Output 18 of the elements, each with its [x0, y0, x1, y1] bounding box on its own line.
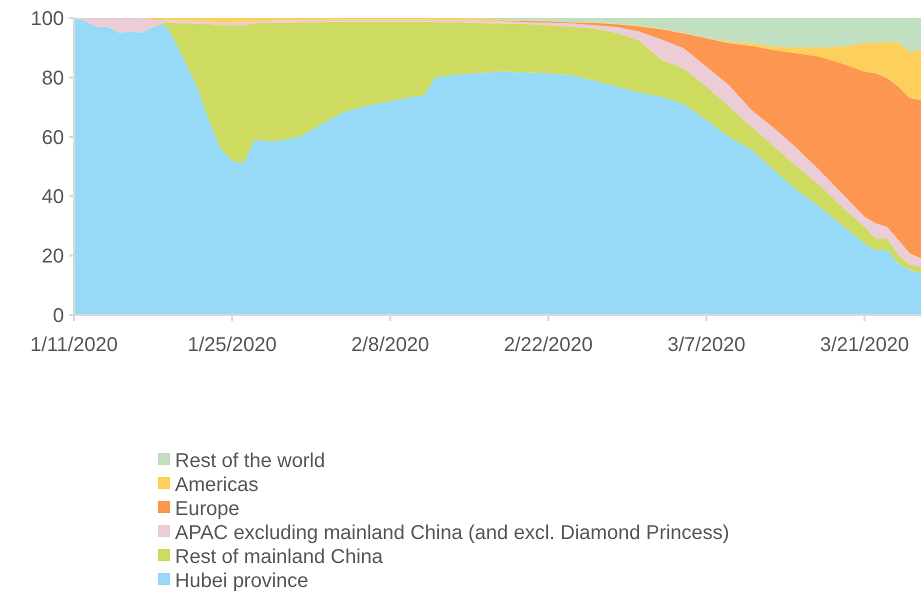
x-tick-label: 3/21/2020 — [820, 334, 910, 356]
legend-label: Americas — [175, 474, 258, 496]
legend-label: APAC excluding mainland China (and excl. Diamond Princess) — [175, 522, 730, 544]
legend-label: Rest of the world — [175, 450, 326, 472]
legend-label: Europe — [175, 498, 240, 520]
y-tick-label: 40 — [42, 186, 64, 208]
y-tick-label: 80 — [42, 67, 64, 90]
x-tick-label: 2/8/2020 — [351, 334, 430, 356]
legend-label: Hubei province — [175, 570, 308, 591]
x-tick-label: 1/11/2020 — [30, 334, 118, 356]
x-tick-label: 1/25/2020 — [188, 334, 277, 356]
y-tick-label: 0 — [52, 305, 64, 327]
y-tick-label: 20 — [42, 246, 64, 268]
x-tick-label: 2/22/2020 — [504, 334, 593, 356]
x-tick-label: 3/7/2020 — [667, 334, 746, 356]
y-tick-label: 100 — [30, 8, 64, 30]
y-tick-label: 60 — [42, 126, 64, 149]
legend-label: Rest of mainland China — [175, 546, 384, 568]
